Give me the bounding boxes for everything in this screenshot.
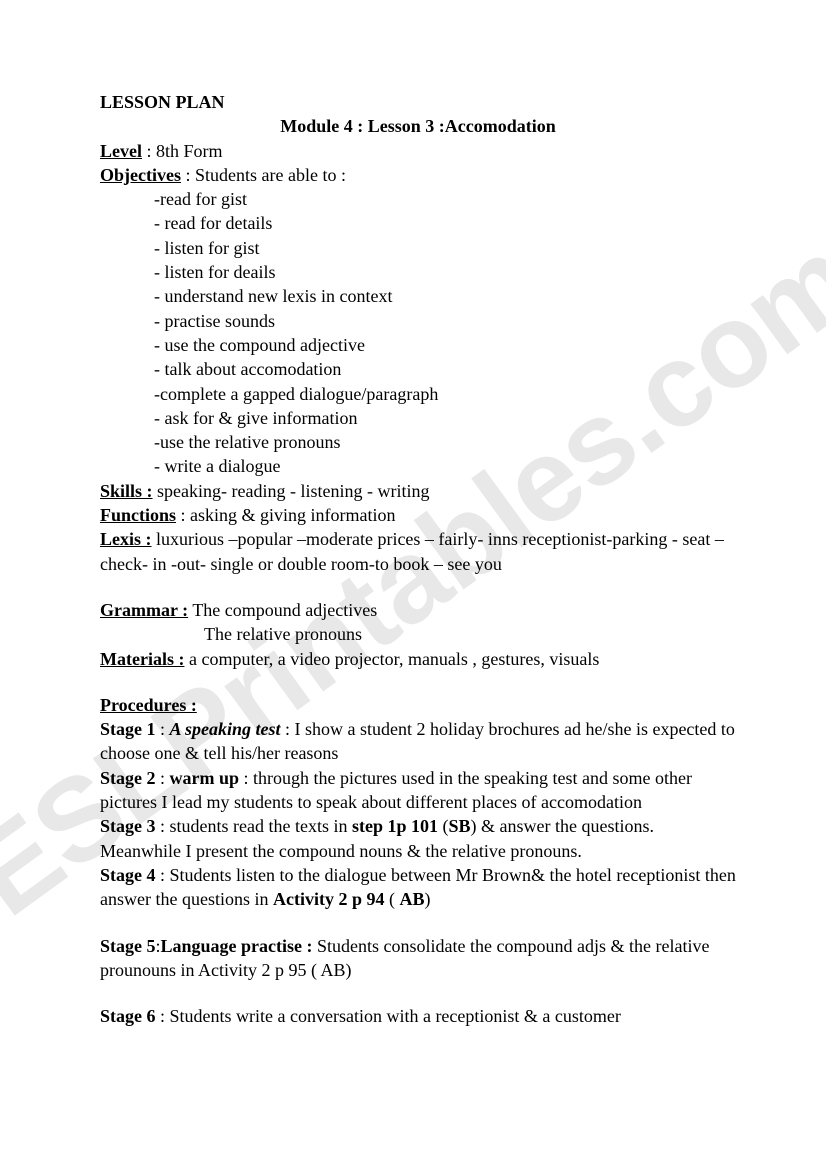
objectives-line: Objectives : Students are able to : <box>100 163 736 187</box>
objective-item: -complete a gapped dialogue/paragraph <box>100 382 736 406</box>
stage-4-label: Stage 4 <box>100 865 156 885</box>
stage-1: Stage 1 : A speaking test : I show a stu… <box>100 717 736 766</box>
materials-value: a computer, a video projector, manuals ,… <box>184 649 599 669</box>
stage-3-label: Stage 3 <box>100 816 156 836</box>
stage-2-label: Stage 2 <box>100 768 156 788</box>
objective-item: - listen for deails <box>100 260 736 284</box>
stage-5-title: Language practise : <box>161 936 313 956</box>
stage-3-body-a: : students read the texts in <box>156 816 352 836</box>
objective-item: - practise sounds <box>100 309 736 333</box>
lexis-label: Lexis : <box>100 529 152 549</box>
lexis-line: Lexis : luxurious –popular –moderate pri… <box>100 527 736 576</box>
skills-label: Skills : <box>100 481 153 501</box>
objective-item: - read for details <box>100 211 736 235</box>
objective-item: -use the relative pronouns <box>100 430 736 454</box>
functions-value: : asking & giving information <box>176 505 395 525</box>
procedures-label: Procedures : <box>100 693 736 717</box>
materials-label: Materials : <box>100 649 184 669</box>
objective-item: -read for gist <box>100 187 736 211</box>
stage-5: Stage 5:Language practise : Students con… <box>100 934 736 983</box>
stage-6-body: : Students write a conversation with a r… <box>156 1006 621 1026</box>
stage-2-title: warm up <box>170 768 240 788</box>
heading-lesson-plan: LESSON PLAN <box>100 90 736 114</box>
objective-item: - use the compound adjective <box>100 333 736 357</box>
objective-item: - write a dialogue <box>100 454 736 478</box>
stage-5-label: Stage 5 <box>100 936 156 956</box>
materials-line: Materials : a computer, a video projecto… <box>100 647 736 671</box>
stage-6-label: Stage 6 <box>100 1006 156 1026</box>
skills-value: speaking- reading - listening - writing <box>153 481 430 501</box>
level-line: Level : 8th Form <box>100 139 736 163</box>
skills-line: Skills : speaking- reading - listening -… <box>100 479 736 503</box>
objective-item: - understand new lexis in context <box>100 284 736 308</box>
grammar-label: Grammar : <box>100 600 188 620</box>
module-title: Module 4 : Lesson 3 :Accomodation <box>100 114 736 138</box>
objective-item: - listen for gist <box>100 236 736 260</box>
stage-6: Stage 6 : Students write a conversation … <box>100 1004 736 1028</box>
stage-3-step: step 1p 101 <box>352 816 438 836</box>
objectives-label: Objectives <box>100 165 181 185</box>
stage-1-title: A speaking test <box>170 719 281 739</box>
objective-item: - talk about accomodation <box>100 357 736 381</box>
stage-3: Stage 3 : students read the texts in ste… <box>100 814 736 863</box>
stage-2: Stage 2 : warm up : through the pictures… <box>100 766 736 815</box>
grammar-line-1: Grammar : The compound adjectives <box>100 598 736 622</box>
lexis-value: luxurious –popular –moderate prices – fa… <box>100 529 724 573</box>
functions-label: Functions <box>100 505 176 525</box>
level-label: Level <box>100 141 142 161</box>
functions-line: Functions : asking & giving information <box>100 503 736 527</box>
stage-1-label: Stage 1 <box>100 719 156 739</box>
objective-item: - ask for & give information <box>100 406 736 430</box>
document-page: LESSON PLAN Module 4 : Lesson 3 :Accomod… <box>0 0 826 1118</box>
grammar-value-2: The relative pronouns <box>100 622 736 646</box>
level-value: : 8th Form <box>142 141 223 161</box>
objectives-intro: : Students are able to : <box>181 165 346 185</box>
stage-4: Stage 4 : Students listen to the dialogu… <box>100 863 736 912</box>
grammar-value-1: The compound adjectives <box>188 600 377 620</box>
stage-4-activity: Activity 2 p 94 <box>273 889 385 909</box>
